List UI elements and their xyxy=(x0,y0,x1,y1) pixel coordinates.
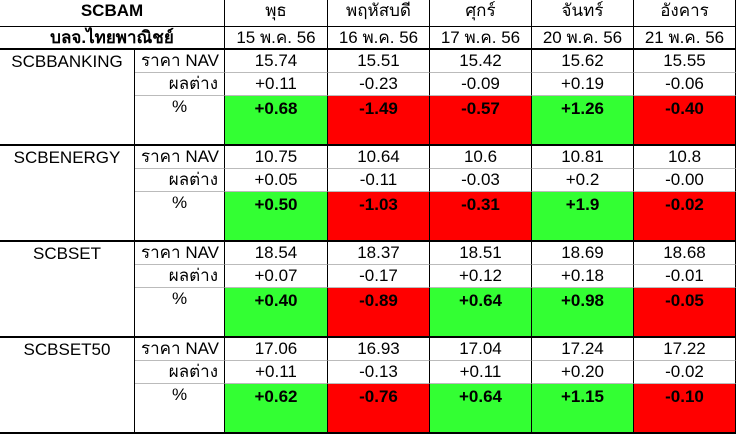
percent-cell: +0.64 xyxy=(430,384,532,434)
value-cell: -0.02 xyxy=(634,361,736,384)
value-cell: 10.8 xyxy=(634,146,736,169)
value-cell: -0.09 xyxy=(430,73,532,96)
value-cell: 15.51 xyxy=(328,50,430,73)
row-label: ผลต่าง xyxy=(135,265,225,288)
percent-cell: -1.03 xyxy=(328,192,430,242)
value-cell: 17.24 xyxy=(532,338,634,361)
value-cell: 18.51 xyxy=(430,242,532,265)
value-cell: -0.13 xyxy=(328,361,430,384)
percent-cell: +1.15 xyxy=(532,384,634,434)
row-label: ราคา NAV xyxy=(135,242,225,265)
fund-name: SCBSET50 xyxy=(0,338,135,434)
fund-name: SCBENERGY xyxy=(0,146,135,242)
date: 16 พ.ค. 56 xyxy=(328,27,430,50)
company-th: บลจ.ไทยพาณิชย์ xyxy=(0,27,225,50)
percent-cell: +1.26 xyxy=(532,96,634,146)
percent-cell: -0.57 xyxy=(430,96,532,146)
value-cell: 18.37 xyxy=(328,242,430,265)
percent-cell: -0.31 xyxy=(430,192,532,242)
fund-name: SCBBANKING xyxy=(0,50,135,146)
day: พฤหัสบดี xyxy=(328,0,430,27)
fund-name: SCBSET xyxy=(0,242,135,338)
value-cell: +0.05 xyxy=(225,169,328,192)
percent-cell: -0.76 xyxy=(328,384,430,434)
day: ศุกร์ xyxy=(430,0,532,27)
value-cell: +0.12 xyxy=(430,265,532,288)
row-label: % xyxy=(135,192,225,242)
day: จันทร์ xyxy=(532,0,634,27)
percent-cell: +1.9 xyxy=(532,192,634,242)
value-cell: 15.62 xyxy=(532,50,634,73)
percent-cell: -0.02 xyxy=(634,192,736,242)
percent-cell: +0.40 xyxy=(225,288,328,338)
row-label: ผลต่าง xyxy=(135,73,225,96)
value-cell: -0.00 xyxy=(634,169,736,192)
date: 15 พ.ค. 56 xyxy=(225,27,328,50)
value-cell: 10.81 xyxy=(532,146,634,169)
percent-cell: +0.62 xyxy=(225,384,328,434)
value-cell: 10.6 xyxy=(430,146,532,169)
value-cell: 17.04 xyxy=(430,338,532,361)
value-cell: 10.75 xyxy=(225,146,328,169)
date: 21 พ.ค. 56 xyxy=(634,27,736,50)
row-label: % xyxy=(135,384,225,434)
value-cell: 15.74 xyxy=(225,50,328,73)
value-cell: +0.11 xyxy=(225,361,328,384)
value-cell: 18.68 xyxy=(634,242,736,265)
row-label: ผลต่าง xyxy=(135,361,225,384)
percent-cell: -0.05 xyxy=(634,288,736,338)
value-cell: 15.55 xyxy=(634,50,736,73)
value-cell: +0.11 xyxy=(225,73,328,96)
value-cell: -0.06 xyxy=(634,73,736,96)
value-cell: +0.11 xyxy=(430,361,532,384)
value-cell: +0.18 xyxy=(532,265,634,288)
row-label: ราคา NAV xyxy=(135,146,225,169)
value-cell: 15.42 xyxy=(430,50,532,73)
percent-cell: -0.10 xyxy=(634,384,736,434)
value-cell: 10.64 xyxy=(328,146,430,169)
percent-cell: +0.98 xyxy=(532,288,634,338)
day: อังคาร xyxy=(634,0,736,27)
percent-cell: +0.68 xyxy=(225,96,328,146)
percent-cell: +0.50 xyxy=(225,192,328,242)
value-cell: -0.11 xyxy=(328,169,430,192)
day: พุธ xyxy=(225,0,328,27)
value-cell: 18.69 xyxy=(532,242,634,265)
value-cell: 17.22 xyxy=(634,338,736,361)
value-cell: 17.06 xyxy=(225,338,328,361)
value-cell: -0.23 xyxy=(328,73,430,96)
company: SCBAM xyxy=(0,0,225,27)
date: 17 พ.ค. 56 xyxy=(430,27,532,50)
value-cell: 18.54 xyxy=(225,242,328,265)
row-label: ราคา NAV xyxy=(135,338,225,361)
percent-cell: -0.40 xyxy=(634,96,736,146)
row-label: % xyxy=(135,288,225,338)
percent-cell: -0.89 xyxy=(328,288,430,338)
date: 20 พ.ค. 56 xyxy=(532,27,634,50)
value-cell: -0.17 xyxy=(328,265,430,288)
percent-cell: -1.49 xyxy=(328,96,430,146)
value-cell: -0.01 xyxy=(634,265,736,288)
row-label: ผลต่าง xyxy=(135,169,225,192)
row-label: % xyxy=(135,96,225,146)
value-cell: +0.2 xyxy=(532,169,634,192)
value-cell: +0.07 xyxy=(225,265,328,288)
value-cell: +0.19 xyxy=(532,73,634,96)
value-cell: +0.20 xyxy=(532,361,634,384)
value-cell: -0.03 xyxy=(430,169,532,192)
percent-cell: +0.64 xyxy=(430,288,532,338)
value-cell: 16.93 xyxy=(328,338,430,361)
row-label: ราคา NAV xyxy=(135,50,225,73)
